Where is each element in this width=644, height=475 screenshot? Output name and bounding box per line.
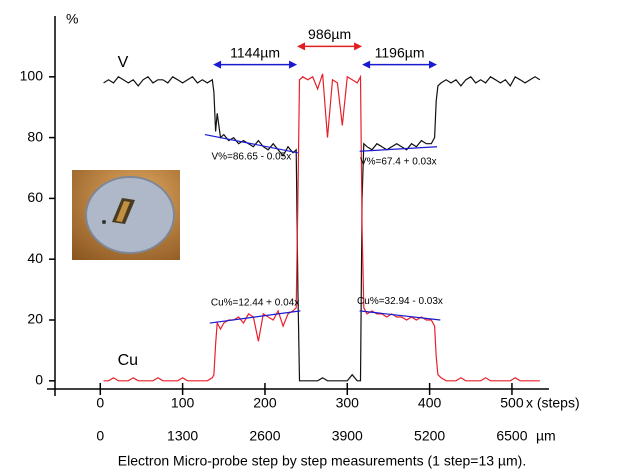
- series-label: V: [118, 54, 129, 71]
- x2-tick-label: 0: [96, 428, 104, 444]
- data-line: [103, 73, 540, 382]
- x-axis-label: x (steps): [526, 395, 580, 411]
- y-tick-label: 40: [27, 250, 43, 266]
- fit-line: [359, 310, 441, 321]
- fit-label: V%=86.65 - 0.05x: [211, 151, 291, 162]
- fit-label: Cu%=12.44 + 0.04x: [211, 298, 299, 309]
- fit-label: V%=67.4 + 0.03x: [360, 157, 437, 168]
- y-tick-label: 80: [27, 128, 43, 144]
- fit-label: Cu%=32.94 - 0.03x: [357, 296, 443, 307]
- x-tick-label: 400: [418, 395, 442, 411]
- fit-line: [359, 146, 438, 152]
- x2-tick-label: 2600: [249, 428, 280, 444]
- x2-tick-label: 6500: [496, 428, 527, 444]
- arrow-label: 1196µm: [375, 44, 425, 60]
- x2-tick-label: 3900: [332, 428, 363, 444]
- x-tick-label: 100: [171, 395, 195, 411]
- arrow-head: [362, 60, 438, 69]
- x-tick-label: 200: [253, 395, 277, 411]
- fit-line: [204, 133, 298, 154]
- y-tick-label: 100: [20, 68, 44, 84]
- arrow-label: 1144µm: [230, 44, 280, 60]
- x2-tick-label: 5200: [414, 428, 445, 444]
- y-axis-label: %: [66, 11, 78, 27]
- x-tick-label: 300: [336, 395, 360, 411]
- series-label: Cu: [118, 352, 138, 369]
- data-line: [103, 75, 541, 382]
- fit-line: [209, 310, 301, 324]
- y-tick-label: 60: [27, 189, 43, 205]
- y-tick-label: 0: [35, 372, 43, 388]
- inset-photo: [72, 170, 180, 260]
- caption: Electron Micro-probe step by step measur…: [118, 453, 526, 469]
- x2-axis-label: µm: [536, 428, 556, 444]
- arrow-label: 986µm: [308, 26, 351, 42]
- y-tick-label: 20: [27, 311, 43, 327]
- x2-tick-label: 1300: [167, 428, 198, 444]
- x-tick-label: 500: [500, 395, 524, 411]
- arrow-head: [297, 42, 363, 51]
- x-tick-label: 0: [96, 395, 104, 411]
